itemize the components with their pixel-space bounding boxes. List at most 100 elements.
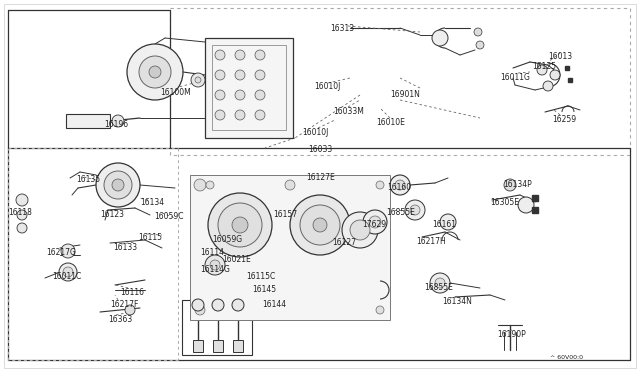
Text: 16190P: 16190P [497,330,525,339]
Text: 16021E: 16021E [222,255,251,264]
Circle shape [235,90,245,100]
Text: 16127E: 16127E [306,173,335,182]
Circle shape [342,212,378,248]
Circle shape [212,299,224,311]
Circle shape [405,200,425,220]
Text: 16144: 16144 [262,300,286,309]
Circle shape [215,70,225,80]
Text: 16127: 16127 [332,238,356,247]
Circle shape [218,203,262,247]
Text: 16013: 16013 [548,52,572,61]
Text: 16116: 16116 [120,288,144,297]
Circle shape [215,90,225,100]
Circle shape [430,273,450,293]
Circle shape [210,260,220,270]
Circle shape [235,70,245,80]
Circle shape [104,171,132,199]
Bar [213,340,223,352]
Text: 16196: 16196 [104,120,128,129]
Circle shape [192,299,204,311]
Circle shape [255,70,265,80]
Circle shape [194,179,206,191]
Circle shape [191,73,205,87]
Circle shape [208,193,272,257]
Text: 17629: 17629 [362,220,386,229]
Text: 16010E: 16010E [376,118,405,127]
Circle shape [390,175,410,195]
Text: 16134N: 16134N [442,297,472,306]
Text: 16217H: 16217H [416,237,445,246]
Circle shape [63,267,73,277]
Circle shape [518,197,534,213]
Circle shape [139,56,171,88]
Circle shape [195,77,201,83]
Text: 16259: 16259 [552,115,576,124]
Circle shape [369,216,381,228]
Circle shape [205,255,225,275]
Circle shape [16,194,28,206]
Circle shape [363,210,387,234]
Circle shape [255,50,265,60]
Circle shape [195,305,205,315]
Text: 16160: 16160 [387,183,411,192]
Bar [233,340,243,352]
Text: ^ 60V00:0: ^ 60V00:0 [550,355,583,360]
Circle shape [255,90,265,100]
Circle shape [290,195,350,255]
Circle shape [440,214,456,230]
Text: 16313: 16313 [330,24,354,33]
Circle shape [125,305,135,315]
Bar [190,175,390,320]
Text: 16305E: 16305E [490,198,519,207]
Text: 16217G: 16217G [46,248,76,257]
Circle shape [376,181,384,189]
Text: 16115: 16115 [138,233,162,242]
Text: 16114G: 16114G [200,265,230,274]
Circle shape [96,163,140,207]
Circle shape [149,66,161,78]
Circle shape [395,180,405,190]
Circle shape [59,263,77,281]
Text: 16133: 16133 [113,243,137,252]
Circle shape [112,179,124,191]
Circle shape [550,70,560,80]
Bar [205,38,293,138]
Circle shape [476,41,484,49]
Text: 16118: 16118 [8,208,32,217]
Text: 16145: 16145 [252,285,276,294]
Circle shape [537,65,547,75]
Circle shape [255,110,265,120]
Text: 16161: 16161 [432,220,456,229]
Text: 16217F: 16217F [110,300,138,309]
Text: 16855E: 16855E [386,208,415,217]
Text: 16033: 16033 [308,145,332,154]
Circle shape [504,179,516,191]
Text: 16134P: 16134P [503,180,532,189]
Text: 16901N: 16901N [390,90,420,99]
Text: 16134: 16134 [140,198,164,207]
Text: 16135: 16135 [76,175,100,184]
Text: 16363: 16363 [108,315,132,324]
Circle shape [215,110,225,120]
Circle shape [300,205,340,245]
Circle shape [232,217,248,233]
Circle shape [235,110,245,120]
Text: 16059G: 16059G [212,235,242,244]
Text: 16157: 16157 [273,210,297,219]
Text: 16125: 16125 [532,62,556,71]
Bar [212,45,286,130]
Text: 16011C: 16011C [52,272,81,281]
Text: 16010J: 16010J [314,82,340,91]
Circle shape [61,244,75,258]
Circle shape [410,205,420,215]
Text: 16123: 16123 [100,210,124,219]
Circle shape [235,50,245,60]
Text: 16100M: 16100M [160,88,191,97]
Circle shape [285,180,295,190]
Circle shape [127,44,183,100]
Circle shape [543,81,553,91]
Text: 16114: 16114 [200,248,224,257]
Circle shape [206,181,214,189]
Text: 16033M: 16033M [333,107,364,116]
Circle shape [17,223,27,233]
